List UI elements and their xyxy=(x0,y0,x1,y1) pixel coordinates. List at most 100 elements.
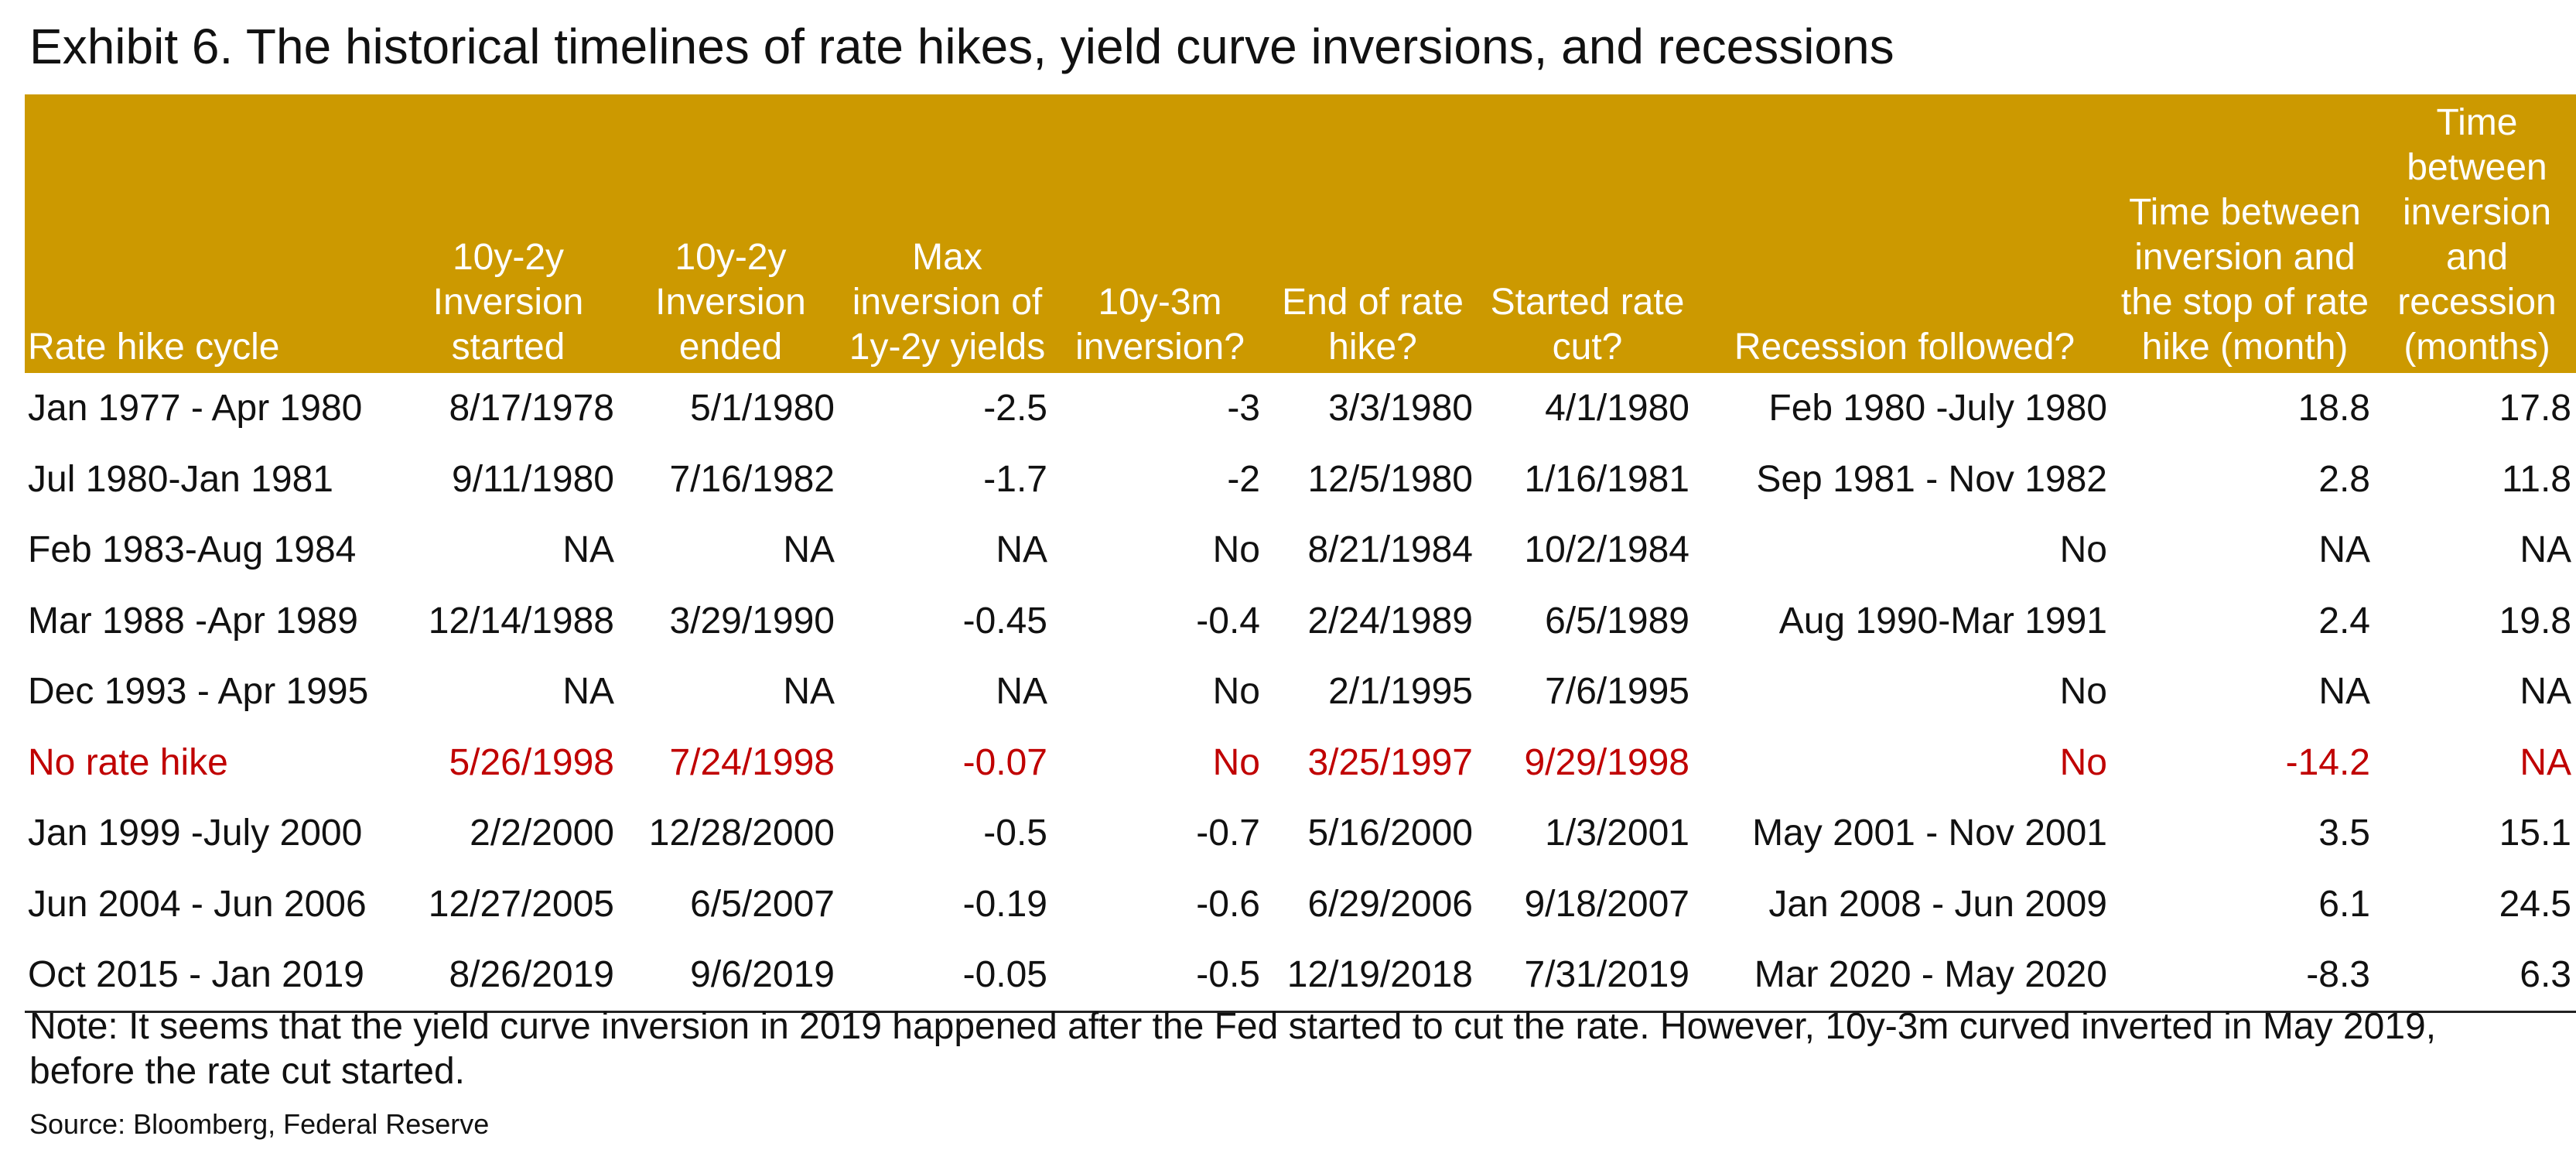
table-cell: 6.3 xyxy=(2376,939,2576,1013)
table-cell: 12/5/1980 xyxy=(1307,458,1473,500)
table-row: Feb 1983-Aug 1984 NA NA NA No 8/21/1984 … xyxy=(25,515,2576,586)
table-cell: -0.5 xyxy=(1054,939,1266,1013)
source-line: Source: Bloomberg, Federal Reserve xyxy=(29,1108,490,1140)
table-cell: -0.7 xyxy=(1196,813,1260,854)
table-cell: Mar 2020 - May 2020 xyxy=(1696,939,2113,1013)
table-cell: 1/3/2001 xyxy=(1545,813,1689,854)
table-cell: -0.6 xyxy=(1196,883,1260,925)
table-cell: Dec 1993 - Apr 1995 xyxy=(28,671,369,713)
table-cell: Feb 1983-Aug 1984 xyxy=(28,529,357,571)
table-cell: 4/1/1980 xyxy=(1545,388,1689,429)
table-cell: 3/25/1997 xyxy=(1307,741,1473,783)
table-cell: No xyxy=(2059,671,2107,713)
table-header-row: Rate hike cycle 10y-2y Inversion started… xyxy=(25,94,2576,373)
table-cell: No xyxy=(2059,741,2107,783)
table-cell: 5/1/1980 xyxy=(690,388,835,429)
table-cell: Jan 1977 - Apr 1980 xyxy=(28,388,363,429)
table-cell: -14.2 xyxy=(2285,741,2370,783)
table-cell: 8/26/2019 xyxy=(396,939,620,1013)
table-cell: NA xyxy=(2520,529,2571,571)
header-time-to-recession: Time between inversion and recession (mo… xyxy=(2376,94,2576,373)
table-cell: 3/29/1990 xyxy=(669,600,835,642)
table-cell: NA xyxy=(2318,529,2370,571)
table-cell: May 2001 - Nov 2001 xyxy=(1752,813,2107,854)
table-cell: No xyxy=(1212,741,1260,783)
table-row-highlighted: No rate hike 5/26/1998 7/24/1998 -0.07 N… xyxy=(25,727,2576,799)
table-cell: 12/19/2018 xyxy=(1266,939,1479,1013)
table-cell: 1/16/1981 xyxy=(1524,458,1689,500)
table-cell: 6/29/2006 xyxy=(1307,883,1473,925)
header-inversion-ended: 10y-2y Inversion ended xyxy=(620,94,841,373)
table-cell: 8/17/1978 xyxy=(449,388,614,429)
table-cell: No xyxy=(2059,529,2107,571)
header-max-inversion: Max inversion of 1y-2y yields xyxy=(841,94,1054,373)
table-cell: NA xyxy=(2520,741,2571,783)
table-cell: Jan 2008 - Jun 2009 xyxy=(1768,883,2107,925)
header-inversion-started: 10y-2y Inversion started xyxy=(396,94,620,373)
table-cell: 8/21/1984 xyxy=(1307,529,1473,571)
table-cell: 10/2/1984 xyxy=(1524,529,1689,571)
table-cell: No rate hike xyxy=(28,741,228,783)
table-cell: 7/6/1995 xyxy=(1545,671,1689,713)
header-recession-followed: Recession followed? xyxy=(1696,94,2113,373)
table-cell: 7/16/1982 xyxy=(669,458,835,500)
table-row: Jan 1977 - Apr 1980 8/17/1978 5/1/1980 -… xyxy=(25,373,2576,444)
table-cell: 2/1/1995 xyxy=(1328,671,1473,713)
table-cell: -3 xyxy=(1227,388,1260,429)
header-time-to-stop-hike: Time between inversion and the stop of r… xyxy=(2113,94,2376,373)
header-10y-3m-inversion: 10y-3m inversion? xyxy=(1054,94,1266,373)
table-cell: 7/31/2019 xyxy=(1479,939,1696,1013)
table-cell: Mar 1988 -Apr 1989 xyxy=(28,600,358,642)
header-end-of-rate-hike: End of rate hike? xyxy=(1266,94,1479,373)
table-cell: Oct 2015 - Jan 2019 xyxy=(25,939,396,1013)
table-row: Oct 2015 - Jan 2019 8/26/2019 9/6/2019 -… xyxy=(25,939,2576,1013)
table-cell: 9/18/2007 xyxy=(1524,883,1689,925)
table-row: Mar 1988 -Apr 1989 12/14/1988 3/29/1990 … xyxy=(25,586,2576,657)
table-cell: -0.07 xyxy=(962,741,1047,783)
table-cell: 2.8 xyxy=(2318,458,2370,500)
table-cell: Feb 1980 -July 1980 xyxy=(1768,388,2107,429)
table-row: Jan 1999 -July 2000 2/2/2000 12/28/2000 … xyxy=(25,798,2576,869)
table-cell: 7/24/1998 xyxy=(669,741,835,783)
table-cell: 15.1 xyxy=(2499,813,2571,854)
table-cell: 2/2/2000 xyxy=(470,813,614,854)
table-cell: 3.5 xyxy=(2318,813,2370,854)
table-cell: -2.5 xyxy=(983,388,1047,429)
table-cell: NA xyxy=(783,529,835,571)
table-cell: 11.8 xyxy=(2502,458,2571,500)
table-cell: Sep 1981 - Nov 1982 xyxy=(1756,458,2107,500)
table-cell: NA xyxy=(996,671,1047,713)
table-cell: No xyxy=(1212,529,1260,571)
footnote: Note: It seems that the yield curve inve… xyxy=(29,1006,2437,1092)
table-cell: -0.05 xyxy=(841,939,1054,1013)
table-cell: 5/26/1998 xyxy=(449,741,614,783)
table-cell: -0.19 xyxy=(962,883,1047,925)
rate-hike-table: Rate hike cycle 10y-2y Inversion started… xyxy=(25,94,2576,1013)
table-cell: 6.1 xyxy=(2318,883,2370,925)
table-cell: NA xyxy=(996,529,1047,571)
table-cell: Jan 1999 -July 2000 xyxy=(28,813,363,854)
table-cell: -8.3 xyxy=(2113,939,2376,1013)
table-cell: 3/3/1980 xyxy=(1328,388,1473,429)
table-row: Dec 1993 - Apr 1995 NA NA NA No 2/1/1995… xyxy=(25,656,2576,727)
table-cell: 17.8 xyxy=(2499,388,2571,429)
table-cell: 9/29/1998 xyxy=(1524,741,1689,783)
table-cell: Aug 1990-Mar 1991 xyxy=(1778,600,2107,642)
table-cell: 9/6/2019 xyxy=(620,939,841,1013)
table-cell: 6/5/1989 xyxy=(1545,600,1689,642)
table-cell: -0.5 xyxy=(983,813,1047,854)
table-cell: NA xyxy=(783,671,835,713)
table-cell: 2.4 xyxy=(2318,600,2370,642)
table-cell: 12/14/1988 xyxy=(428,600,614,642)
table-cell: NA xyxy=(562,529,614,571)
table-cell: 12/28/2000 xyxy=(648,813,835,854)
header-started-rate-cut: Started rate cut? xyxy=(1479,94,1696,373)
table-row: Jul 1980-Jan 1981 9/11/1980 7/16/1982 -1… xyxy=(25,444,2576,515)
table-cell: NA xyxy=(2520,671,2571,713)
table-cell: No xyxy=(1212,671,1260,713)
table-row: Jun 2004 - Jun 2006 12/27/2005 6/5/2007 … xyxy=(25,869,2576,940)
table-cell: 18.8 xyxy=(2298,388,2370,429)
header-rate-hike-cycle: Rate hike cycle xyxy=(25,94,396,373)
table-cell: 12/27/2005 xyxy=(428,883,614,925)
